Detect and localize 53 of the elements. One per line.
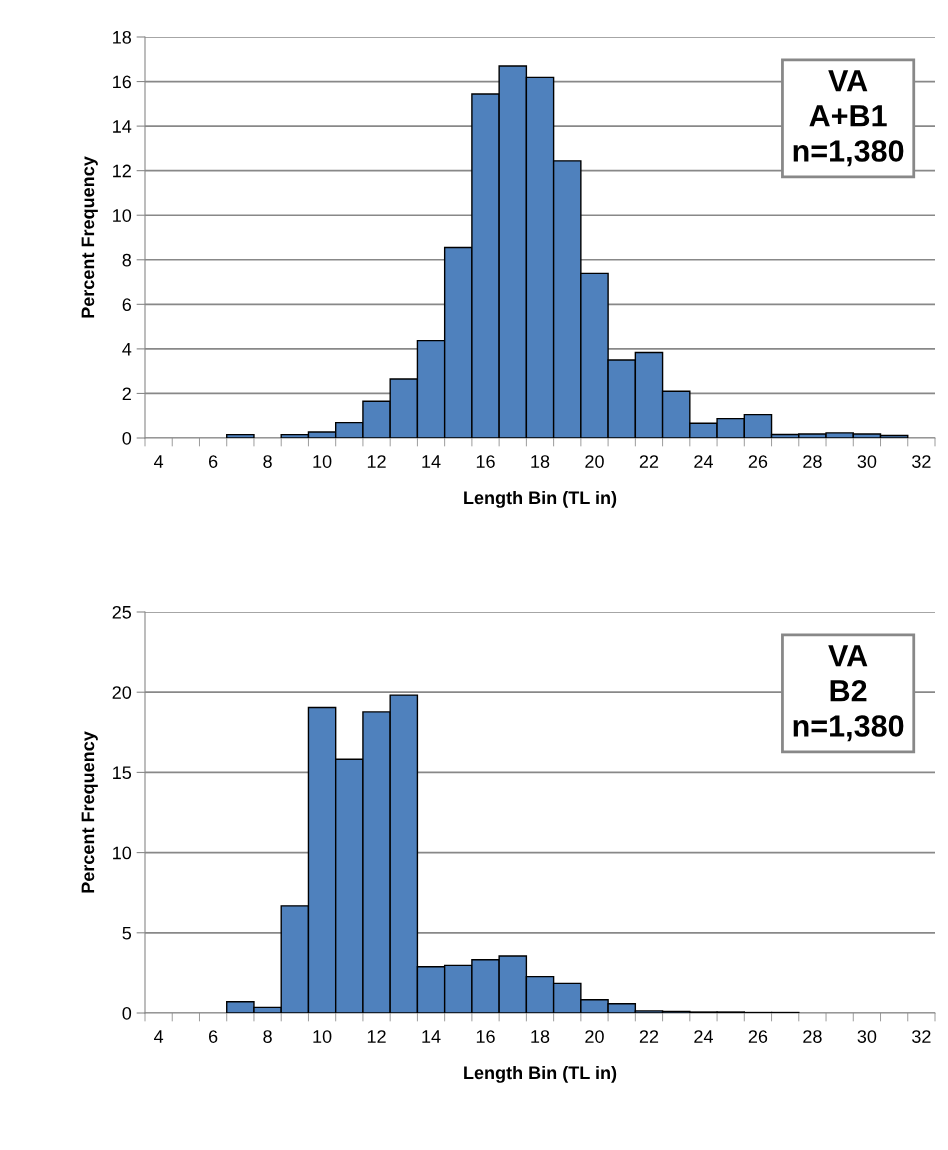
x-tick-label: 24 <box>694 455 713 468</box>
x-tick-label: 6 <box>209 455 218 468</box>
x-tick-label: 30 <box>857 1030 877 1043</box>
y-tick-label: 8 <box>122 253 132 267</box>
y-tick-label: 20 <box>112 686 132 699</box>
x-tick-label: 20 <box>585 1030 604 1043</box>
y-tick-label: 4 <box>122 343 132 356</box>
x-tick-label: 4 <box>154 1030 164 1043</box>
x-axis-title: Length Bin (TL in) <box>464 490 617 508</box>
x-tick-label: 26 <box>748 1030 768 1043</box>
x-tick-label: 14 <box>422 1030 441 1043</box>
x-tick-label: 24 <box>694 1030 713 1043</box>
x-tick-label: 22 <box>639 1030 659 1043</box>
x-tick-label: 14 <box>422 455 441 468</box>
x-tick-label: 8 <box>263 455 272 468</box>
y-tick-label: 15 <box>113 766 132 780</box>
y-tick-label: 10 <box>113 209 132 222</box>
x-tick-label: 28 <box>803 455 822 468</box>
x-tick-label: 16 <box>476 1030 495 1043</box>
y-tick-label: 6 <box>122 298 132 312</box>
x-tick-label: 16 <box>476 455 495 468</box>
y-axis-title: Percent Frequency <box>81 731 98 893</box>
x-tick-label: 18 <box>531 1030 550 1043</box>
y-tick-label: 2 <box>122 387 131 400</box>
bar <box>226 433 255 438</box>
x-axis-title: Length Bin (TL in) <box>464 1065 617 1083</box>
y-tick-label: 14 <box>113 120 132 133</box>
x-tick-label: 6 <box>209 1030 218 1043</box>
x-tick-label: 32 <box>912 1030 931 1043</box>
x-tick-label: 28 <box>803 1030 822 1043</box>
annotation: VA A+B1 n=1,380 <box>793 70 904 167</box>
x-tick-label: 26 <box>748 455 768 468</box>
y-tick-label: 10 <box>113 846 132 860</box>
x-tick-label: 20 <box>585 455 604 468</box>
y-tick-label: 0 <box>122 431 132 445</box>
x-tick-label: 30 <box>857 455 877 468</box>
x-tick-label: 8 <box>263 1030 272 1043</box>
y-tick-label: 18 <box>113 30 132 44</box>
y-tick-label: 0 <box>122 1006 132 1020</box>
x-tick-label: 12 <box>367 455 386 468</box>
x-tick-label: 12 <box>367 1030 386 1043</box>
y-tick-label: 25 <box>112 605 132 619</box>
x-tick-label: 10 <box>313 455 332 468</box>
x-tick-label: 4 <box>154 455 164 468</box>
y-axis-title: Percent Frequency <box>81 156 98 318</box>
x-tick-label: 18 <box>531 455 550 468</box>
x-tick-label: 32 <box>912 455 931 468</box>
y-tick-label: 5 <box>122 926 132 940</box>
y-tick-label: 16 <box>113 75 132 89</box>
x-tick-label: 10 <box>313 1030 332 1043</box>
annotation: VA B2 n=1,380 <box>793 645 904 742</box>
x-tick-label: 22 <box>639 455 659 468</box>
y-tick-label: 12 <box>113 164 131 178</box>
